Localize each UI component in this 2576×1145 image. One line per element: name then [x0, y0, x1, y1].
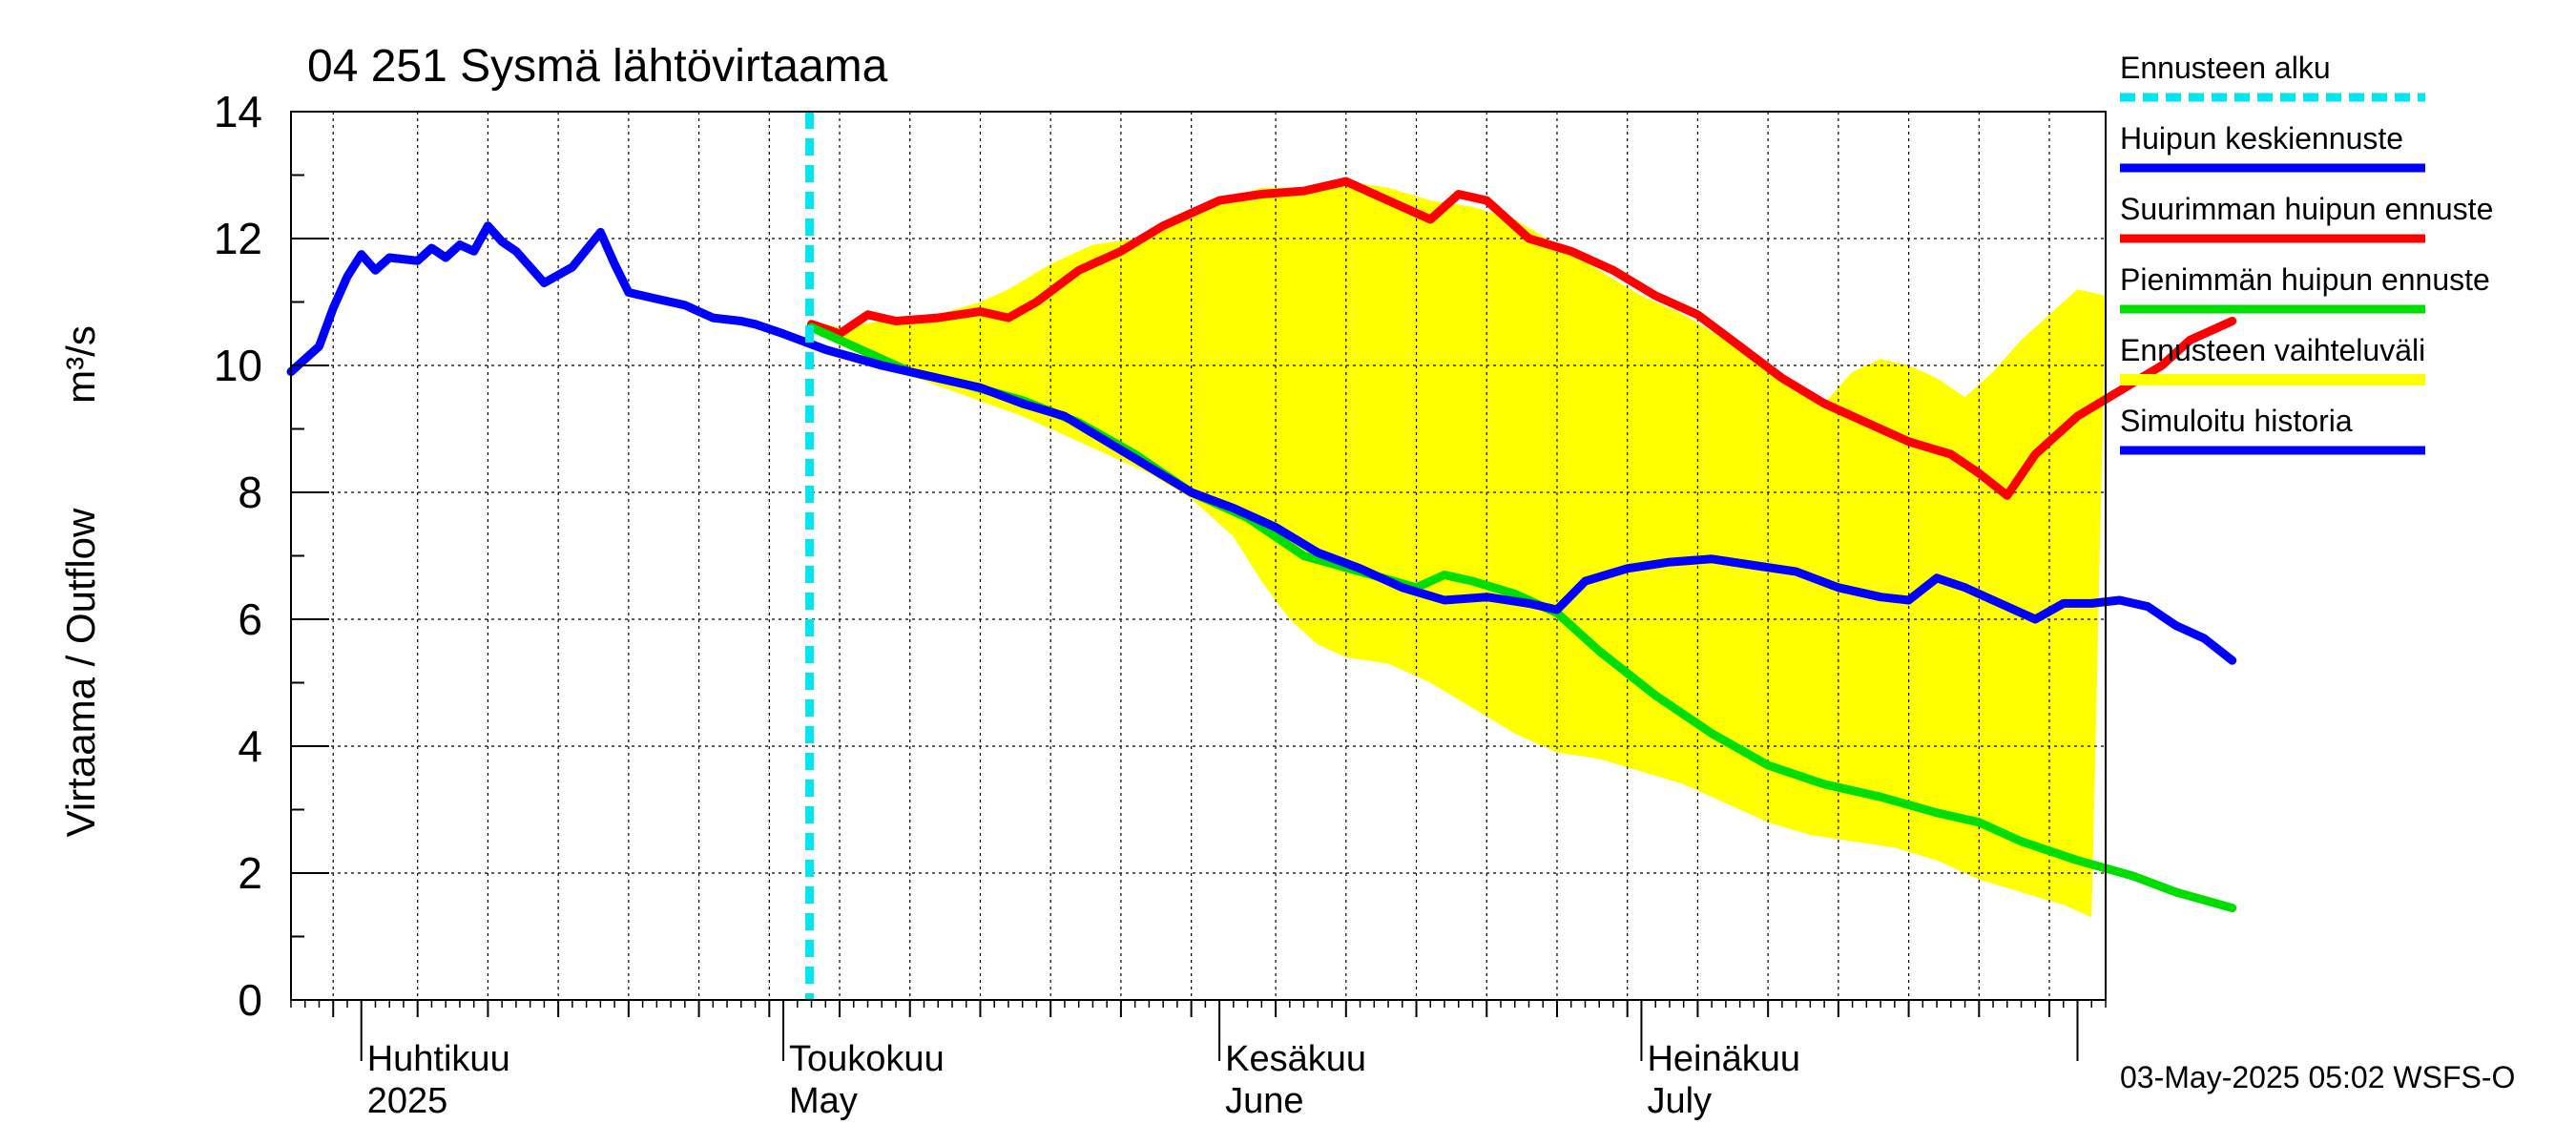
- legend: Ennusteen alku Huipun keskiennuste Suurimm…: [2120, 51, 2493, 455]
- month-label: Huhtikuu: [367, 1039, 510, 1079]
- timestamp-footer: 03-May-2025 05:02 WSFS-O: [2120, 1060, 2515, 1094]
- y-tick-label: 6: [238, 594, 262, 644]
- legend-label: Suurimman huipun ennuste: [2120, 192, 2493, 226]
- suurimman-huipun-ennuste-line: [807, 177, 2237, 500]
- y-tick-label: 4: [238, 721, 262, 771]
- month-label: Heinäkuu: [1647, 1039, 1800, 1079]
- month-sublabel: 2025: [367, 1081, 448, 1121]
- legend-label: Ennusteen alku: [2120, 51, 2331, 85]
- y-tick-label: 14: [214, 87, 262, 136]
- legend-label: Huipun keskiennuste: [2120, 121, 2403, 156]
- month-sublabel: June: [1225, 1081, 1303, 1121]
- y-tick-label: 8: [238, 468, 262, 517]
- legend-label: Simuloitu historia: [2120, 404, 2353, 438]
- month-sublabel: May: [789, 1081, 858, 1121]
- y-tick-label: 0: [238, 975, 262, 1025]
- simuloitu-historia-line: [286, 221, 760, 377]
- huipun-keskiennuste-line: [751, 320, 2237, 665]
- y-tick-label: 2: [238, 848, 262, 898]
- legend-label: Ennusteen vaihteluväli: [2120, 333, 2425, 367]
- y-axis-unit: m³/s: [58, 325, 103, 404]
- y-axis-label: Virtaama / Outflow: [58, 508, 103, 837]
- month-label: Kesäkuu: [1225, 1039, 1366, 1079]
- legend-label: Pienimmän huipun ennuste: [2120, 262, 2490, 297]
- series-layer: [286, 112, 2237, 1000]
- y-tick-label: 10: [214, 341, 262, 390]
- month-sublabel: July: [1647, 1081, 1712, 1121]
- y-tick-label: 12: [214, 214, 262, 263]
- grid-layer: [291, 112, 2106, 1000]
- month-label: Toukokuu: [789, 1039, 945, 1079]
- chart-title: 04 251 Sysmä lähtövirtaama: [307, 41, 888, 92]
